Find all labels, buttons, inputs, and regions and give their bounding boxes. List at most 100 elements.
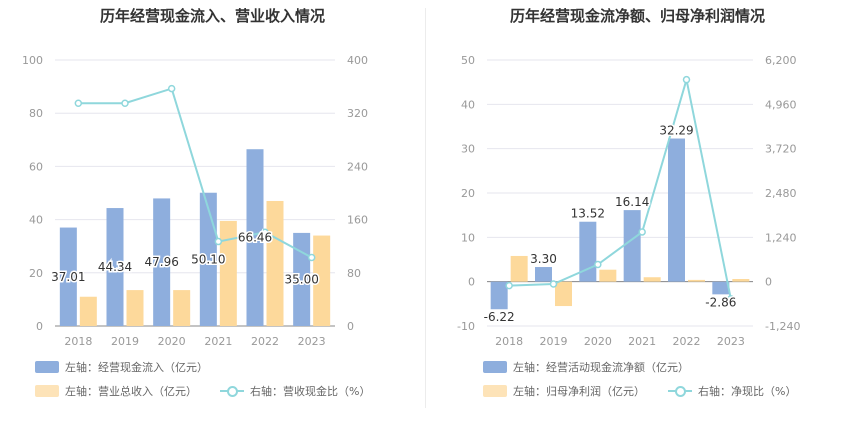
legend-swatch xyxy=(483,361,507,373)
bar-secondary xyxy=(688,279,705,282)
y-right-tick-label: 80 xyxy=(347,267,361,280)
legend-label: 右轴：营收现金比（%） xyxy=(250,385,371,398)
x-tick-label: 2021 xyxy=(204,335,232,348)
legend-item-netprofit[interactable]: 左轴：归母净利润（亿元） xyxy=(483,383,645,399)
x-tick-label: 2022 xyxy=(251,335,279,348)
bar-value-label: 35.00 xyxy=(284,272,318,286)
chart-title: 历年经营现金流净额、归母净利润情况 xyxy=(509,7,765,25)
legend-item-ratio[interactable]: 右轴：营收现金比（%） xyxy=(220,383,370,399)
bar-value-label: 47.96 xyxy=(144,255,178,269)
legend-item-revenue[interactable]: 左轴：营业总收入（亿元） xyxy=(35,383,197,399)
ratio-point xyxy=(307,253,316,262)
chart-panel-right: 历年经营现金流净额、归母净利润情况 -10 0 10 20 30 40 50 -1,240 0 1… xyxy=(425,0,850,437)
y-right-tick-label: 4,960 xyxy=(765,98,797,111)
bar-secondary xyxy=(126,290,144,326)
ratio-point xyxy=(261,228,269,236)
bar-primary xyxy=(59,227,77,326)
bar-secondary xyxy=(219,220,237,326)
x-tick-label: 2018 xyxy=(64,335,92,348)
legend-label: 左轴：营业总收入（亿元） xyxy=(65,385,197,398)
bar-secondary xyxy=(555,281,572,307)
y-left-tick-label: 40 xyxy=(29,214,43,227)
legend-item-netcash-ratio[interactable]: 右轴：净现比（%） xyxy=(668,383,796,399)
y-right-tick-label: 1,240 xyxy=(765,231,797,244)
y-right-tick-label: 6,200 xyxy=(765,54,797,67)
ratio-point xyxy=(594,260,602,269)
y-left-tick-label: 50 xyxy=(461,54,475,67)
bar-primary xyxy=(668,138,685,282)
bar-secondary xyxy=(599,269,617,282)
y-left-tick-label: 60 xyxy=(29,160,43,173)
legend-swatch xyxy=(35,361,59,373)
bar-primary xyxy=(712,281,730,295)
bar-secondary xyxy=(266,200,284,326)
ratio-point xyxy=(505,281,513,290)
y-left-tick-label: -10 xyxy=(457,320,475,333)
legend-label: 左轴：经营现金流入（亿元） xyxy=(65,361,208,374)
y-right-tick-label: 240 xyxy=(347,160,368,173)
ratio-point xyxy=(727,295,735,303)
y-right-tick-label: 0 xyxy=(765,276,772,289)
bar-value-label: -2.86 xyxy=(705,295,736,309)
y-left-tick-label: 40 xyxy=(461,98,475,111)
bar-value-label: 50.10 xyxy=(191,252,225,266)
bar-value-label: 13.52 xyxy=(571,207,605,221)
chart-panel-left: 历年经营现金流入、营业收入情况 0 20 40 60 80 100 0 80 160 240 320… xyxy=(22,7,370,399)
legend-label: 左轴：经营活动现金流净额（亿元） xyxy=(513,361,689,374)
chart-title: 历年经营现金流入、营业收入情况 xyxy=(99,7,325,25)
x-tick-label: 2023 xyxy=(717,335,745,348)
bar-secondary xyxy=(173,290,191,326)
y-left-tick-label: 10 xyxy=(461,231,475,244)
bar-primary xyxy=(153,198,171,326)
chart-plot-right: -10 0 10 20 30 40 50 -1,240 0 1,240 2,480 3,720 4,96… xyxy=(457,54,800,348)
bar-value-label: 16.14 xyxy=(615,195,649,209)
legend-line-icon xyxy=(668,385,692,397)
bar-primary xyxy=(579,221,597,282)
bar-secondary xyxy=(643,277,661,282)
legend-item-netflow[interactable]: 左轴：经营活动现金流净额（亿元） xyxy=(483,359,689,375)
y-right-tick-label: 400 xyxy=(347,54,368,67)
y-left-tick-label: 20 xyxy=(29,267,43,280)
x-tick-label: 2023 xyxy=(298,335,326,348)
bar-primary xyxy=(535,267,552,282)
ratio-point xyxy=(74,99,83,107)
bar-value-label: 66.46 xyxy=(238,231,272,245)
y-left-tick-label: 0 xyxy=(36,320,43,333)
ratio-line xyxy=(509,79,732,300)
y-right-tick-label: 320 xyxy=(347,107,368,120)
legend-label: 左轴：归母净利润（亿元） xyxy=(513,385,645,398)
x-tick-label: 2020 xyxy=(584,335,612,348)
ratio-point xyxy=(121,99,129,107)
bar-primary xyxy=(246,149,264,326)
y-left-tick-label: 20 xyxy=(461,187,475,200)
y-right-tick-label: -1,240 xyxy=(765,320,800,333)
ratio-point xyxy=(549,280,558,288)
bar-secondary xyxy=(732,279,750,282)
panel-divider xyxy=(425,8,426,408)
bar-secondary xyxy=(79,296,97,326)
x-tick-label: 2019 xyxy=(540,335,568,348)
ratio-point xyxy=(214,237,223,246)
bar-primary xyxy=(106,208,124,326)
bar-secondary xyxy=(313,235,331,326)
bar-value-label: 37.01 xyxy=(51,270,85,284)
y-left-tick-label: 30 xyxy=(461,143,475,156)
bar-primary xyxy=(293,232,311,326)
bar-value-label: 44.34 xyxy=(98,260,132,274)
bar-value-label: 32.29 xyxy=(659,124,693,138)
legend-swatch xyxy=(35,385,59,397)
bar-primary xyxy=(490,281,508,310)
legend-label: 右轴：净现比（%） xyxy=(698,385,797,398)
x-tick-label: 2022 xyxy=(673,335,701,348)
y-left-tick-label: 100 xyxy=(22,54,43,67)
bar-primary xyxy=(623,210,641,282)
y-right-tick-label: 160 xyxy=(347,214,368,227)
chart-plot-left: 0 20 40 60 80 100 0 80 160 240 320 400 2018 2019 2020 2… xyxy=(22,54,368,348)
ratio-point xyxy=(682,75,691,84)
x-tick-label: 2020 xyxy=(158,335,186,348)
x-tick-label: 2018 xyxy=(495,335,523,348)
legend-swatch xyxy=(483,385,507,397)
bar-secondary xyxy=(510,255,528,282)
bar-value-label: -6.22 xyxy=(484,310,515,324)
legend-item-inflow[interactable]: 左轴：经营现金流入（亿元） xyxy=(35,359,208,375)
